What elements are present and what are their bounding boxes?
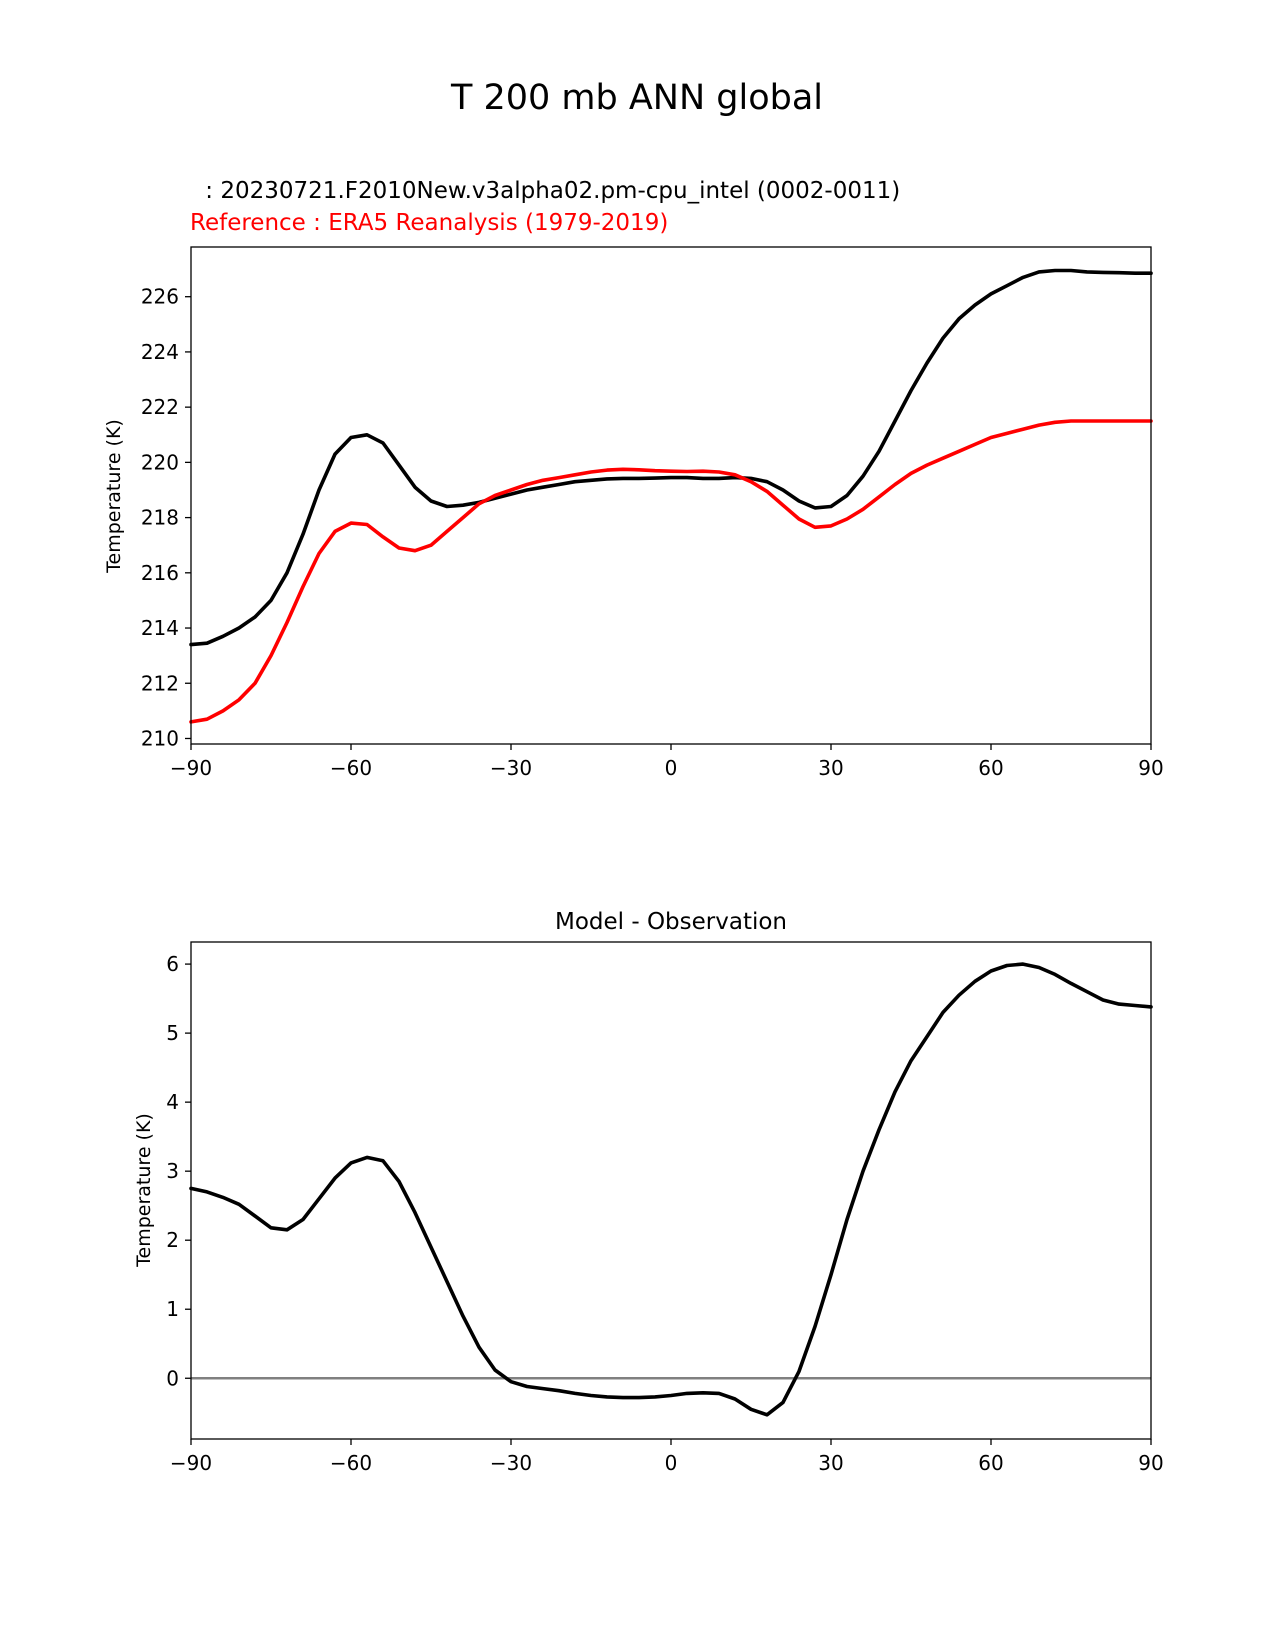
x-tick-label: −30 (490, 1451, 532, 1475)
x-tick-label: 60 (978, 756, 1003, 780)
x-tick-label: −60 (330, 1451, 372, 1475)
y-tick-label: 220 (141, 450, 179, 474)
y-tick-label: 218 (141, 506, 179, 530)
y-tick-label: 1 (166, 1297, 179, 1321)
x-tick-label: 60 (978, 1451, 1003, 1475)
x-tick-label: 0 (665, 756, 678, 780)
x-tick-label: −60 (330, 756, 372, 780)
x-tick-label: 30 (818, 756, 843, 780)
x-tick-label: −90 (170, 1451, 212, 1475)
y-tick-label: 212 (141, 671, 179, 695)
plot-area-frame (190, 941, 1152, 1440)
y-tick-label: 222 (141, 395, 179, 419)
x-tick-label: 0 (665, 1451, 678, 1475)
y-tick-label: 224 (141, 340, 179, 364)
x-tick-label: −90 (170, 756, 212, 780)
y-tick-label: 5 (166, 1021, 179, 1045)
y-tick-label: 210 (141, 726, 179, 750)
reference-label: Reference : ERA5 Reanalysis (1979-2019) (190, 210, 668, 236)
panel-model-minus-observation: Model - Observation −90 −60 −30 0 30 60 90 0 1 2 3… (133, 909, 1164, 1475)
y-tick-label: 6 (166, 952, 179, 976)
x-tick-label: −30 (490, 756, 532, 780)
x-tick-label: 90 (1138, 756, 1163, 780)
y-tick-label: 0 (166, 1366, 179, 1390)
test-case-label: : 20230721.F2010New.v3alpha02.pm-cpu_int… (198, 178, 900, 204)
panel-model-vs-reference: : 20230721.F2010New.v3alpha02.pm-cpu_int… (103, 178, 1164, 780)
y-axis-label: Temperature (K) (133, 1113, 155, 1268)
series-line-model (189, 268, 1153, 647)
difference-title: Model - Observation (555, 909, 787, 935)
plot-area-frame (190, 246, 1152, 745)
y-tick-label: 216 (141, 561, 179, 585)
series-line-reference (189, 419, 1153, 724)
figure-title: T 200 mb ANN global (450, 78, 823, 118)
y-tick-label: 214 (141, 616, 179, 640)
y-tick-label: 2 (166, 1228, 179, 1252)
y-tick-label: 226 (141, 285, 179, 309)
y-axis-label: Temperature (K) (103, 419, 125, 574)
y-tick-label: 4 (166, 1090, 179, 1114)
x-tick-label: 30 (818, 1451, 843, 1475)
x-tick-label: 90 (1138, 1451, 1163, 1475)
series-line-model-observation (189, 962, 1153, 1417)
y-tick-label: 3 (166, 1159, 179, 1183)
